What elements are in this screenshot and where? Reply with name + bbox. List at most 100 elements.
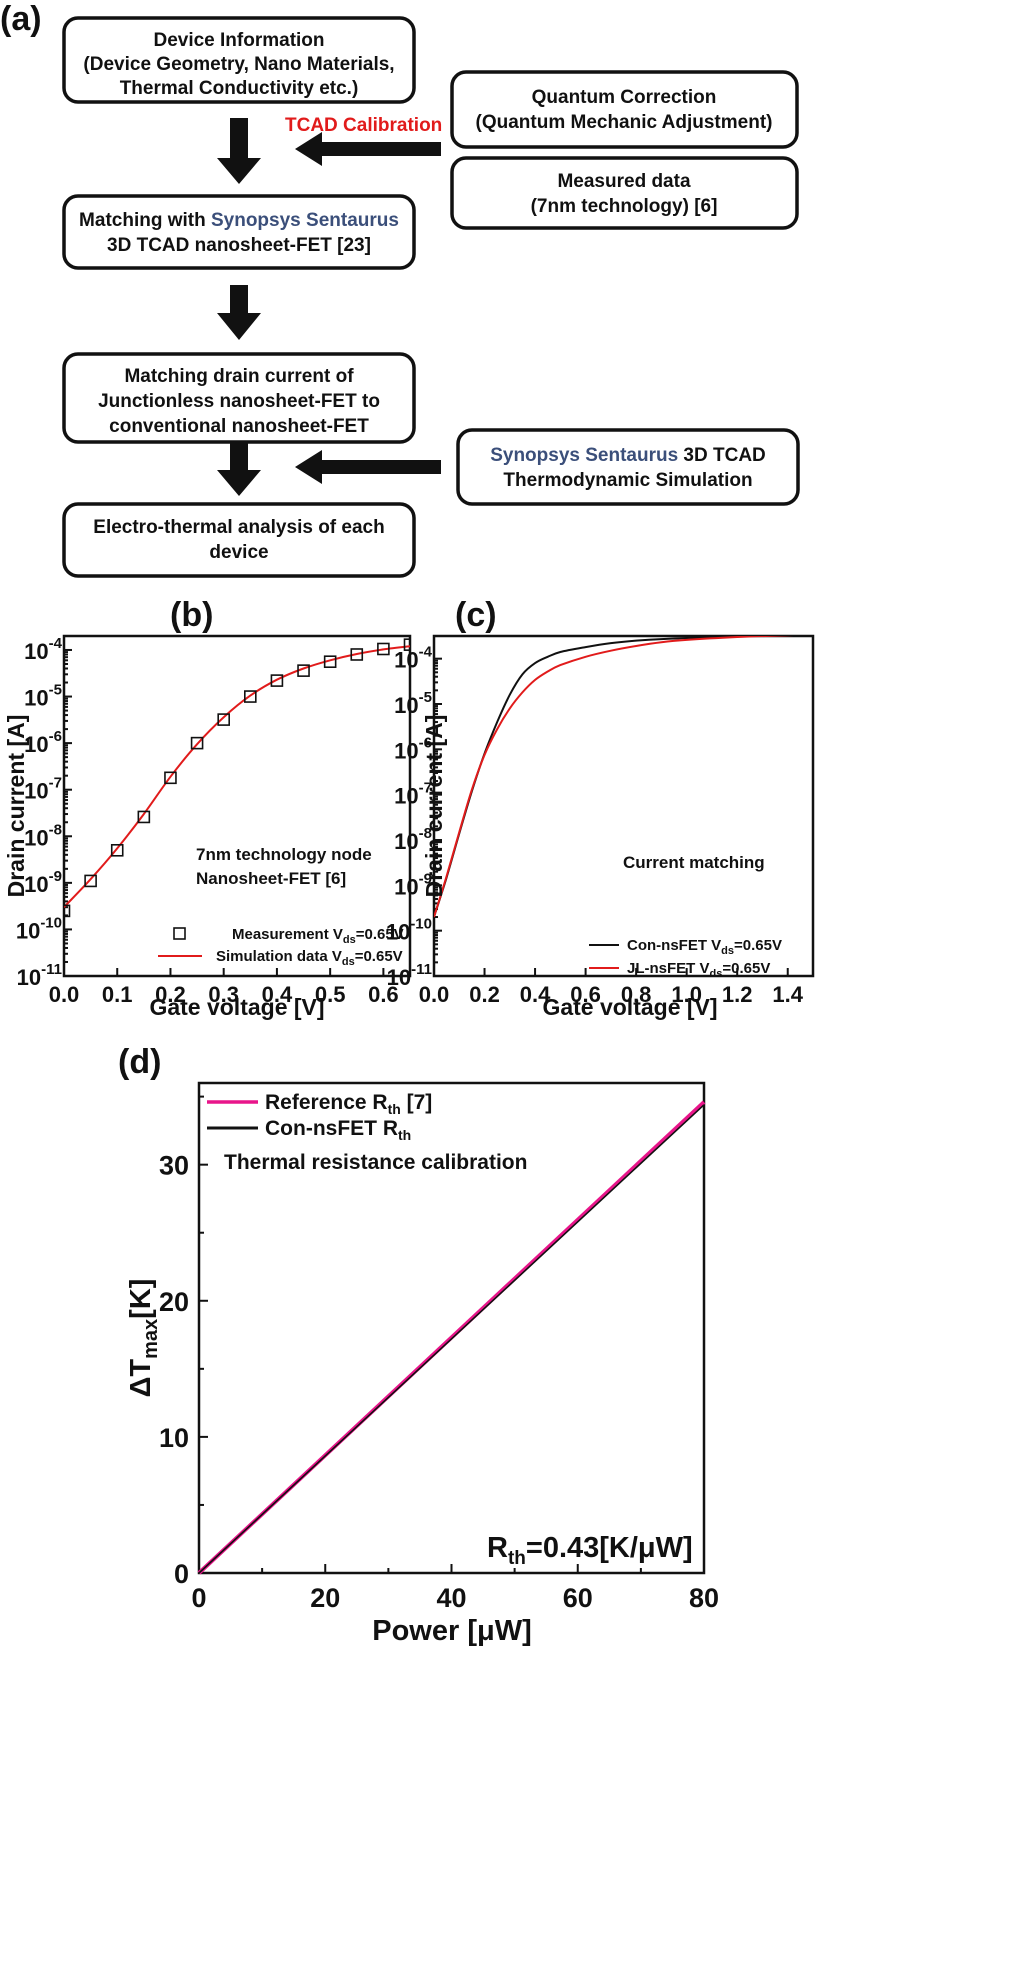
annotation-c: Current matching xyxy=(623,853,765,872)
y-axis-title-d-tail: [K] xyxy=(125,1279,157,1319)
legend-measurement-sub: ds xyxy=(343,934,356,946)
tcad-calibration-label: TCAD Calibration xyxy=(285,115,442,136)
down-arrow-1 xyxy=(217,118,261,184)
flow-box-electro-thermal-analysis xyxy=(62,502,416,578)
x-tick-label-d: 80 xyxy=(689,1583,719,1613)
flow-box-device-information-line2: (Device Geometry, Nano Materials, xyxy=(83,54,394,75)
series-line-simulation xyxy=(64,645,410,908)
x-tick-label-d: 0 xyxy=(191,1583,206,1613)
rth-result-main: R xyxy=(487,1532,508,1564)
legend-b: Measurement Vds=0.65V Simulation data Vd… xyxy=(158,926,404,968)
flow-box-quantum-correction-line1: Quantum Correction xyxy=(532,87,717,108)
flow-box-measured-data-line2: (7nm technology) [6] xyxy=(531,196,718,217)
x-tick-label-b: 0.3 xyxy=(208,982,239,1007)
data-point-measurement xyxy=(323,655,337,669)
x-tick-label-b: 0.1 xyxy=(102,982,133,1007)
annotation-d: Thermal resistance calibration xyxy=(224,1151,527,1174)
chart-panel-b: (b) 10-11 10-10 10-9 10-8 10-7 10-6 10-5 10-4 0.… xyxy=(3,596,412,1020)
legend-con-nsfet-main: Con-nsFET V xyxy=(627,937,721,954)
data-point-measurement xyxy=(297,664,310,677)
data-point-measurement xyxy=(350,648,364,661)
data-point-measurement xyxy=(84,874,97,888)
x-tick-label-d: 40 xyxy=(436,1583,466,1613)
axis-ticks-d: 0 20 40 60 80 0 10 20 30 xyxy=(159,1095,719,1613)
legend-label-jl-nsfet: JL-nsFET Vds=0.65V xyxy=(627,960,770,980)
legend-label-con-nsfet: Con-nsFET Vds=0.65V xyxy=(627,937,782,957)
annotation-b-line1: 7nm technology node xyxy=(196,845,372,864)
x-tick-label-c: 1.2 xyxy=(722,982,753,1007)
flow-box-electro-thermal-line2: device xyxy=(209,542,268,563)
x-tick-label-d: 20 xyxy=(310,1583,340,1613)
panel-label-b: (b) xyxy=(170,596,213,634)
x-tick-label-b: 0.2 xyxy=(155,982,186,1007)
flow-box-drain-current-line2: Junctionless nanosheet-FET to xyxy=(98,391,380,412)
down-arrow-2 xyxy=(217,285,261,340)
y-axis-title-c: Drain current [A] xyxy=(421,715,447,898)
x-tick-label-b: 0.4 xyxy=(262,982,293,1007)
panel-label-d: (d) xyxy=(118,1043,161,1081)
legend-simulation-main: Simulation data V xyxy=(216,948,342,965)
x-tick-label-c: 0.8 xyxy=(621,982,652,1007)
chart-panel-d: (d) 0 20 40 60 80 0 10 20 30 Power [μW] ΔTmax[K]… xyxy=(118,1043,719,1647)
data-point-measurement xyxy=(110,843,124,857)
x-tick-label-d: 60 xyxy=(563,1583,593,1613)
x-tick-label-c: 0.6 xyxy=(570,982,601,1007)
series-line-jl-nsfet xyxy=(434,636,794,918)
y-tick-label-b: 10-4 xyxy=(24,635,62,664)
legend-label-simulation: Simulation data Vds=0.65V xyxy=(216,948,403,968)
data-point-measurement xyxy=(164,771,177,785)
y-tick-label-b: 10-5 xyxy=(24,682,62,711)
legend-simulation-sub: ds xyxy=(342,956,355,968)
legend-jl-nsfet-sub: ds xyxy=(710,968,723,980)
x-tick-label-c: 1.4 xyxy=(772,982,803,1007)
legend-marker-measurement xyxy=(173,927,186,940)
left-arrow-simulation xyxy=(295,450,441,484)
flow-box-device-information-line3: Thermal Conductivity etc.) xyxy=(120,78,359,99)
y-tick-label-d: 30 xyxy=(159,1151,189,1181)
chart-panel-c: (c) 10-11 10-10 10-9 10-8 10-7 10-6 10-5 10-4 0.… xyxy=(386,596,815,1020)
x-tick-label-c: 0.4 xyxy=(520,982,551,1007)
data-point-measurement xyxy=(377,642,390,656)
flow-box-thermodynamic-line2: Thermodynamic Simulation xyxy=(503,470,752,491)
y-tick-label-b: 10-7 xyxy=(24,775,62,804)
legend-d: Reference Rth [7] Con-nsFET Rth xyxy=(207,1091,432,1143)
annotation-b-line2: Nanosheet-FET [6] xyxy=(196,869,346,888)
x-axis-title-b: Gate voltage [V] xyxy=(149,994,324,1020)
plot-frame-d xyxy=(197,1081,706,1575)
data-point-measurement xyxy=(137,810,151,824)
y-tick-label-c: 10-4 xyxy=(394,644,432,673)
x-tick-label-c: 1.0 xyxy=(671,982,702,1007)
y-tick-label-d: 20 xyxy=(159,1287,189,1317)
plot-area-d xyxy=(197,1100,706,1575)
y-axis-title-d: ΔTmax[K] xyxy=(125,1279,162,1398)
plot-frame-b xyxy=(62,634,412,978)
flow-box-sentaurus-matching-line1: Matching with Synopsys Sentaurus xyxy=(79,210,399,231)
plot-area-b xyxy=(64,638,410,918)
y-axis-title-b: Drain current [A] xyxy=(3,715,29,898)
y-tick-label-d: 0 xyxy=(174,1559,189,1589)
legend-con-rth-sub: th xyxy=(398,1127,411,1143)
flow-box-drain-current-line1: Matching drain current of xyxy=(124,366,354,387)
legend-c: Con-nsFET Vds=0.65V JL-nsFET Vds=0.65V xyxy=(589,937,782,980)
left-arrow-calibration xyxy=(295,132,441,166)
y-tick-label-b: 10-10 xyxy=(16,914,62,943)
flow-box-measured-data xyxy=(450,156,799,230)
rth-result-label: Rth=0.43[K/μW] xyxy=(487,1532,693,1569)
flow-box-measured-data-line1: Measured data xyxy=(557,171,690,192)
panel-label-a: (a) xyxy=(0,0,42,38)
y-axis-title-d-main: ΔT xyxy=(125,1359,157,1398)
flow-box7-suffix: 3D TCAD xyxy=(678,445,766,466)
flow-box-thermodynamic-simulation xyxy=(456,428,800,506)
legend-measurement-main: Measurement V xyxy=(232,926,343,943)
data-point-measurement xyxy=(244,690,257,703)
flow-box7-highlight: Synopsys Sentaurus xyxy=(490,445,678,466)
y-tick-label-b: 10-9 xyxy=(24,868,62,897)
axis-ticks-c: 10-11 10-10 10-9 10-8 10-7 10-6 10-5 10-4 0.0 0.2… xyxy=(386,644,804,1007)
y-tick-label-c: 10-10 xyxy=(386,916,432,945)
y-tick-label-b: 10-11 xyxy=(17,961,62,990)
x-tick-label-b: 0.0 xyxy=(49,982,80,1007)
y-tick-label-c: 10-8 xyxy=(394,825,432,854)
legend-label-measurement: Measurement Vds=0.65V xyxy=(232,926,404,946)
data-point-measurement xyxy=(270,674,284,687)
legend-reference-sub: th xyxy=(388,1101,401,1117)
